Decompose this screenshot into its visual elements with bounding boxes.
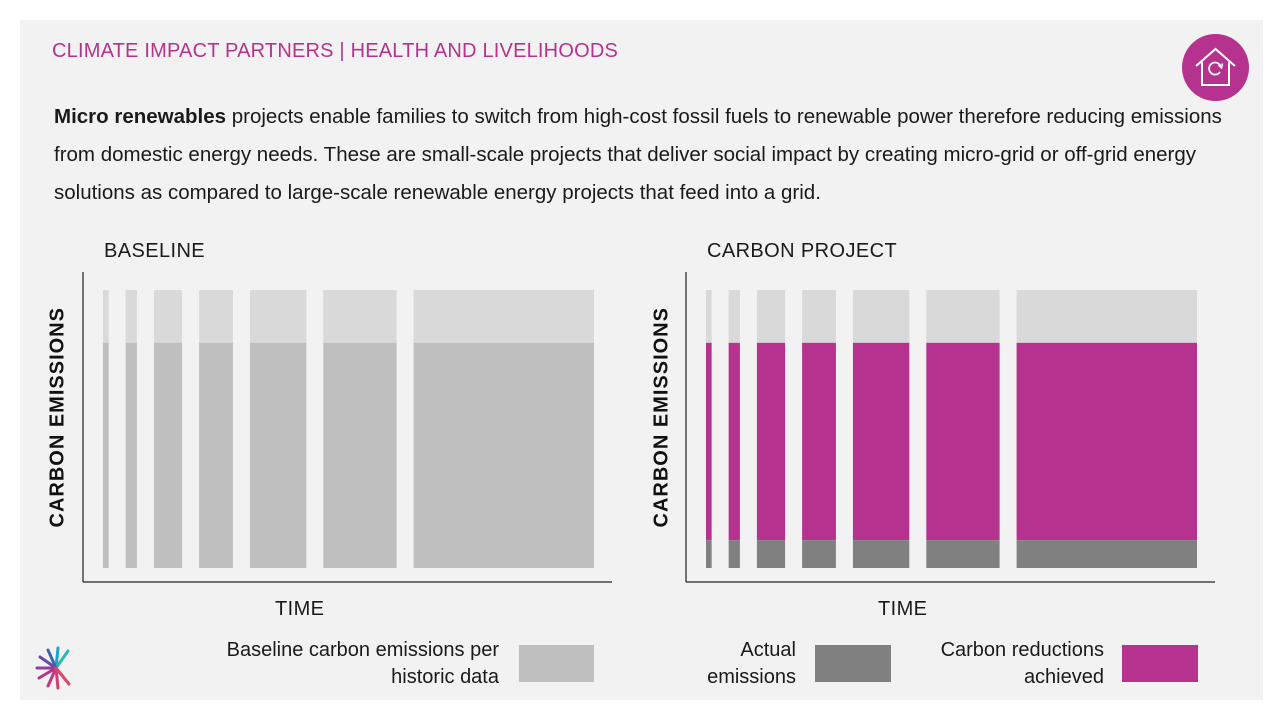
actual-emissions-bar <box>706 540 712 568</box>
project-chart <box>685 272 1215 583</box>
baseline-bar <box>249 342 307 568</box>
bar-top-segment <box>802 290 836 343</box>
bar-top-segment <box>199 290 233 343</box>
project-x-axis-label: TIME <box>878 598 928 620</box>
legend-carbon-reductions-label: Carbon reductions achieved <box>940 639 1104 688</box>
bar-top-segment <box>103 290 109 343</box>
bar-top-segment <box>153 290 183 343</box>
bar-top-segment <box>413 290 594 343</box>
carbon-reduction-bar <box>706 342 712 541</box>
baseline-y-axis-label: CARBON EMISSIONS <box>46 307 69 528</box>
project-y-axis-label: CARBON EMISSIONS <box>650 307 673 528</box>
actual-emissions-bar <box>802 540 836 568</box>
intro-paragraph: Micro renewables projects enable familie… <box>54 98 1234 212</box>
bar-top-segment <box>926 290 1000 343</box>
baseline-bar <box>153 342 183 568</box>
carbon-reduction-bar <box>802 342 836 541</box>
actual-emissions-bar <box>1016 540 1197 568</box>
actual-emissions-bar <box>756 540 786 568</box>
carbon-reduction-bar <box>1016 342 1197 541</box>
actual-emissions-bar <box>926 540 1000 568</box>
carbon-reduction-bar <box>926 342 1000 541</box>
bar-top-segment <box>852 290 910 343</box>
bar-top-segment <box>125 290 137 343</box>
legend-baseline-label: Baseline carbon emissions per historic d… <box>226 639 499 688</box>
baseline-chart <box>82 272 612 583</box>
home-refresh-badge <box>1182 34 1249 101</box>
carbon-reduction-bar <box>728 342 740 541</box>
actual-emissions-bar <box>728 540 740 568</box>
baseline-bar <box>199 342 233 568</box>
baseline-bar <box>125 342 137 568</box>
bar-top-segment <box>1016 290 1197 343</box>
legend-actual-emissions-swatch <box>815 645 891 682</box>
baseline-bar <box>323 342 397 568</box>
bar-top-segment <box>323 290 397 343</box>
legend-baseline-swatch <box>519 645 594 682</box>
carbon-reduction-bar <box>756 342 786 541</box>
baseline-x-axis-label: TIME <box>275 598 325 620</box>
project-chart-title: CARBON PROJECT <box>707 240 898 262</box>
carbon-reduction-bar <box>852 342 910 541</box>
baseline-chart-title: BASELINE <box>104 240 206 262</box>
bar-top-segment <box>728 290 740 343</box>
home-refresh-icon <box>1195 47 1236 86</box>
intro-bold-term: Micro renewables <box>54 105 227 128</box>
baseline-bar <box>103 342 109 568</box>
bar-top-segment <box>706 290 712 343</box>
intro-body-text: projects enable families to switch from … <box>54 105 1222 204</box>
page-header: CLIMATE IMPACT PARTNERS | HEALTH AND LIV… <box>52 40 619 62</box>
legend-actual-emissions-label: Actual emissions <box>707 639 796 688</box>
baseline-bar <box>413 342 594 568</box>
bar-top-segment <box>756 290 786 343</box>
legend-carbon-reductions-swatch <box>1122 645 1198 682</box>
climate-impact-partners-logo <box>35 646 71 690</box>
actual-emissions-bar <box>852 540 910 568</box>
bar-top-segment <box>249 290 307 343</box>
